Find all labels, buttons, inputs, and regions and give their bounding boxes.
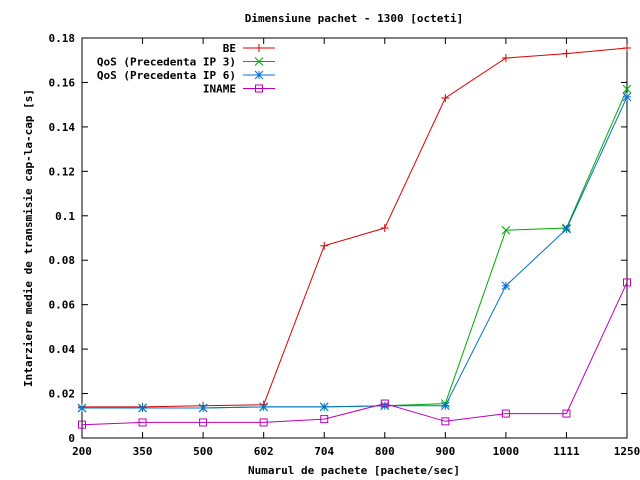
data-point-square <box>138 418 147 427</box>
data-point-square <box>562 409 571 418</box>
data-point-plus <box>562 49 571 58</box>
x-tick-label: 500 <box>193 445 213 458</box>
y-tick-label: 0 <box>68 432 75 445</box>
legend-label: INAME <box>203 83 236 96</box>
data-point-square <box>78 420 86 429</box>
x-tick-label: 1250 <box>614 445 640 458</box>
data-point-x <box>622 84 632 94</box>
chart-title: Dimensiune pachet - 1300 [octeti] <box>245 12 464 25</box>
data-point-square <box>380 399 389 408</box>
data-point-plus <box>320 241 329 250</box>
series-line <box>82 47 628 408</box>
x-tick-label: 900 <box>435 445 455 458</box>
data-point-square <box>259 418 268 427</box>
y-tick-label: 0.04 <box>49 343 76 356</box>
series-1 <box>77 84 632 413</box>
legend-item: INAME <box>203 83 275 96</box>
data-point-x <box>254 57 264 66</box>
marker-stroke <box>319 402 329 412</box>
marker-stroke <box>562 224 571 234</box>
marker-stroke <box>622 84 632 94</box>
x-tick-label: 1000 <box>493 445 520 458</box>
data-point-star <box>319 402 329 412</box>
data-point-square <box>199 418 208 427</box>
data-point-star <box>380 401 390 411</box>
data-point-star <box>77 403 87 413</box>
marker-stroke <box>440 401 450 411</box>
data-point-star <box>501 281 511 291</box>
x-tick-label: 200 <box>72 445 92 458</box>
y-tick-label: 0.14 <box>49 121 76 134</box>
data-point-star <box>440 401 450 411</box>
marker-stroke <box>380 401 390 411</box>
data-point-plus <box>501 54 510 62</box>
series-3 <box>78 278 631 429</box>
marker-stroke <box>622 92 632 102</box>
y-tick-label: 0.1 <box>55 210 75 223</box>
data-point-star <box>254 70 264 80</box>
x-axis-label: Numarul de pachete [pachete/sec] <box>248 464 460 477</box>
data-point-square <box>320 415 329 424</box>
marker-stroke <box>501 281 511 291</box>
data-point-plus <box>441 94 450 102</box>
x-tick-label: 350 <box>133 445 153 458</box>
data-point-plus <box>380 224 389 232</box>
data-point-star <box>198 403 208 413</box>
y-axis-label: Intarziere medie de transmisie cap-la-ca… <box>22 89 35 387</box>
data-point-star <box>622 92 632 102</box>
x-tick-label: 704 <box>314 445 334 458</box>
data-point-square <box>441 417 450 426</box>
x-tick-label: 602 <box>254 445 274 458</box>
legend-item: QoS (Precedenta IP 6) <box>97 69 275 82</box>
marker-stroke <box>198 403 208 413</box>
legend-item: BE <box>223 42 275 55</box>
y-tick-label: 0.06 <box>49 299 76 312</box>
marker-stroke <box>77 403 87 413</box>
data-point-square <box>501 409 510 418</box>
data-point-star <box>138 403 147 413</box>
legend-label: QoS (Precedenta IP 3) <box>97 56 236 69</box>
y-tick-label: 0.16 <box>49 76 76 89</box>
marker-stroke <box>138 403 147 413</box>
legend-label: QoS (Precedenta IP 6) <box>97 69 236 82</box>
y-tick-label: 0.08 <box>49 254 76 267</box>
legend-label: BE <box>223 42 236 55</box>
series-0 <box>78 44 631 411</box>
x-tick-label: 1111 <box>553 445 580 458</box>
data-point-plus <box>623 44 631 52</box>
data-point-square <box>255 84 263 93</box>
y-tick-label: 0.18 <box>49 32 76 45</box>
series-2 <box>77 92 632 413</box>
axis-ticks: 0 0.02 0.04 0.06 0.08 0.1 0.12 0.14 0.16 0.18 200 3… <box>49 32 640 458</box>
marker-stroke <box>259 402 269 412</box>
y-tick-label: 0.02 <box>49 388 76 401</box>
legend-item: QoS (Precedenta IP 3) <box>97 56 275 69</box>
series-group <box>77 44 632 429</box>
data-point-x <box>501 225 511 235</box>
series-line <box>81 282 628 426</box>
marker-stroke <box>254 70 264 80</box>
data-point-star <box>562 224 571 234</box>
marker-stroke <box>501 225 511 235</box>
plot-frame <box>81 37 628 439</box>
marker-stroke <box>254 57 264 66</box>
series-line <box>82 96 628 409</box>
y-tick-label: 0.12 <box>49 165 76 178</box>
data-point-plus <box>255 44 263 52</box>
data-point-square <box>623 278 631 287</box>
x-tick-label: 800 <box>375 445 395 458</box>
data-point-star <box>259 402 269 412</box>
